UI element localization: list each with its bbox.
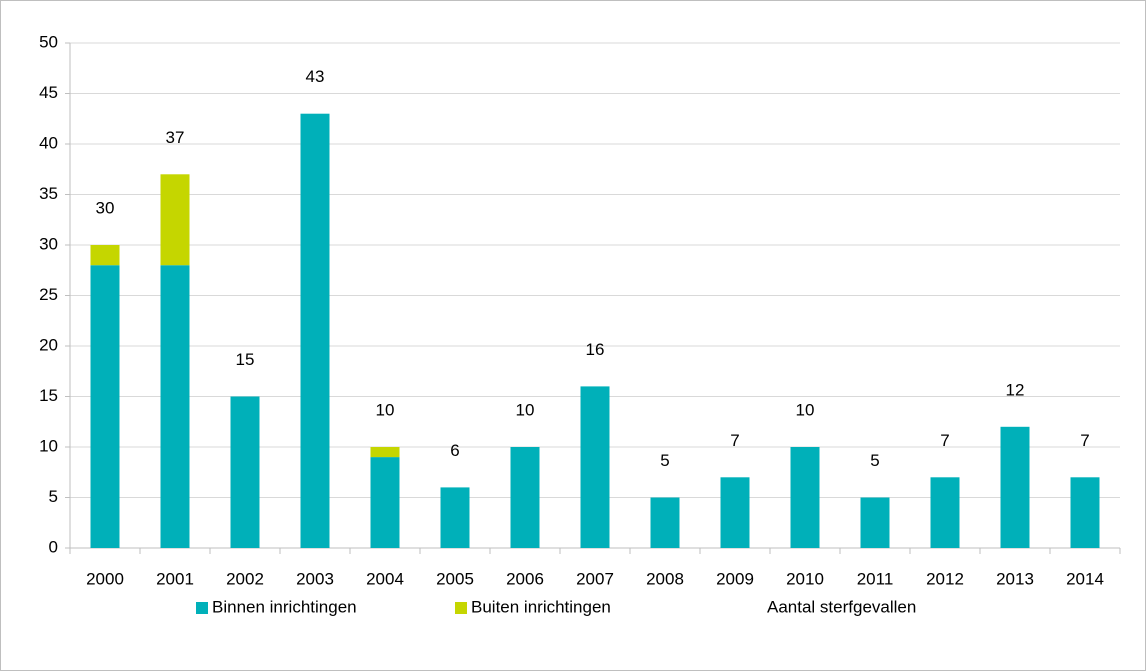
y-tick-label: 25 [39,285,58,304]
x-tick-label: 2002 [226,569,264,588]
x-tick-label: 2003 [296,569,334,588]
bar-segment [720,477,750,548]
data-label: 5 [870,451,879,470]
y-tick-label: 10 [39,436,58,455]
data-label: 7 [940,431,949,450]
data-label: 6 [450,441,459,460]
x-tick-label: 2007 [576,569,614,588]
data-label: 10 [376,400,395,419]
legend-label: Buiten inrichtingen [471,597,611,616]
x-tick-label: 2005 [436,569,474,588]
data-label: 15 [236,350,255,369]
y-tick-label: 40 [39,133,58,152]
data-label: 43 [306,67,325,86]
bar-segment [1070,477,1100,548]
x-tick-label: 2010 [786,569,824,588]
x-tick-label: 2000 [86,569,124,588]
data-label: 7 [730,431,739,450]
bar-segment [860,497,890,548]
bar-segment [440,487,470,548]
bar-segment [580,386,610,548]
bar-segment [160,174,190,266]
data-label: 12 [1006,380,1025,399]
data-label: 7 [1080,431,1089,450]
x-tick-label: 2012 [926,569,964,588]
y-tick-label: 45 [39,83,58,102]
bar-segment [510,447,540,548]
bar-segment [90,245,120,266]
x-tick-label: 2014 [1066,569,1104,588]
bar-segment [1000,426,1030,548]
legend-label: Aantal sterfgevallen [767,597,916,616]
legend-swatch [196,602,208,614]
y-tick-label: 20 [39,335,58,354]
y-tick-label: 15 [39,386,58,405]
x-tick-label: 2013 [996,569,1034,588]
bar-segment [790,447,820,548]
x-tick-label: 2006 [506,569,544,588]
data-label: 10 [516,400,535,419]
x-tick-label: 2008 [646,569,684,588]
bar-segment [370,447,400,458]
y-tick-label: 50 [39,32,58,51]
bar-segment [300,113,330,548]
data-label: 16 [586,340,605,359]
x-tick-label: 2009 [716,569,754,588]
y-tick-label: 30 [39,234,58,253]
bar-segment [370,457,400,548]
bar-segment [90,265,120,548]
data-label: 10 [796,400,815,419]
bar-segment [160,265,190,548]
data-label: 5 [660,451,669,470]
data-label: 30 [96,198,115,217]
legend-swatch [455,602,467,614]
x-tick-label: 2001 [156,569,194,588]
data-label: 37 [166,128,185,147]
y-tick-label: 5 [49,487,58,506]
y-tick-label: 35 [39,184,58,203]
y-tick-label: 0 [49,537,58,556]
legend-label: Binnen inrichtingen [212,597,357,616]
x-tick-label: 2011 [857,569,894,588]
x-tick-label: 2004 [366,569,404,588]
bar-segment [650,497,680,548]
bar-segment [230,396,260,548]
bar-segment [930,477,960,548]
